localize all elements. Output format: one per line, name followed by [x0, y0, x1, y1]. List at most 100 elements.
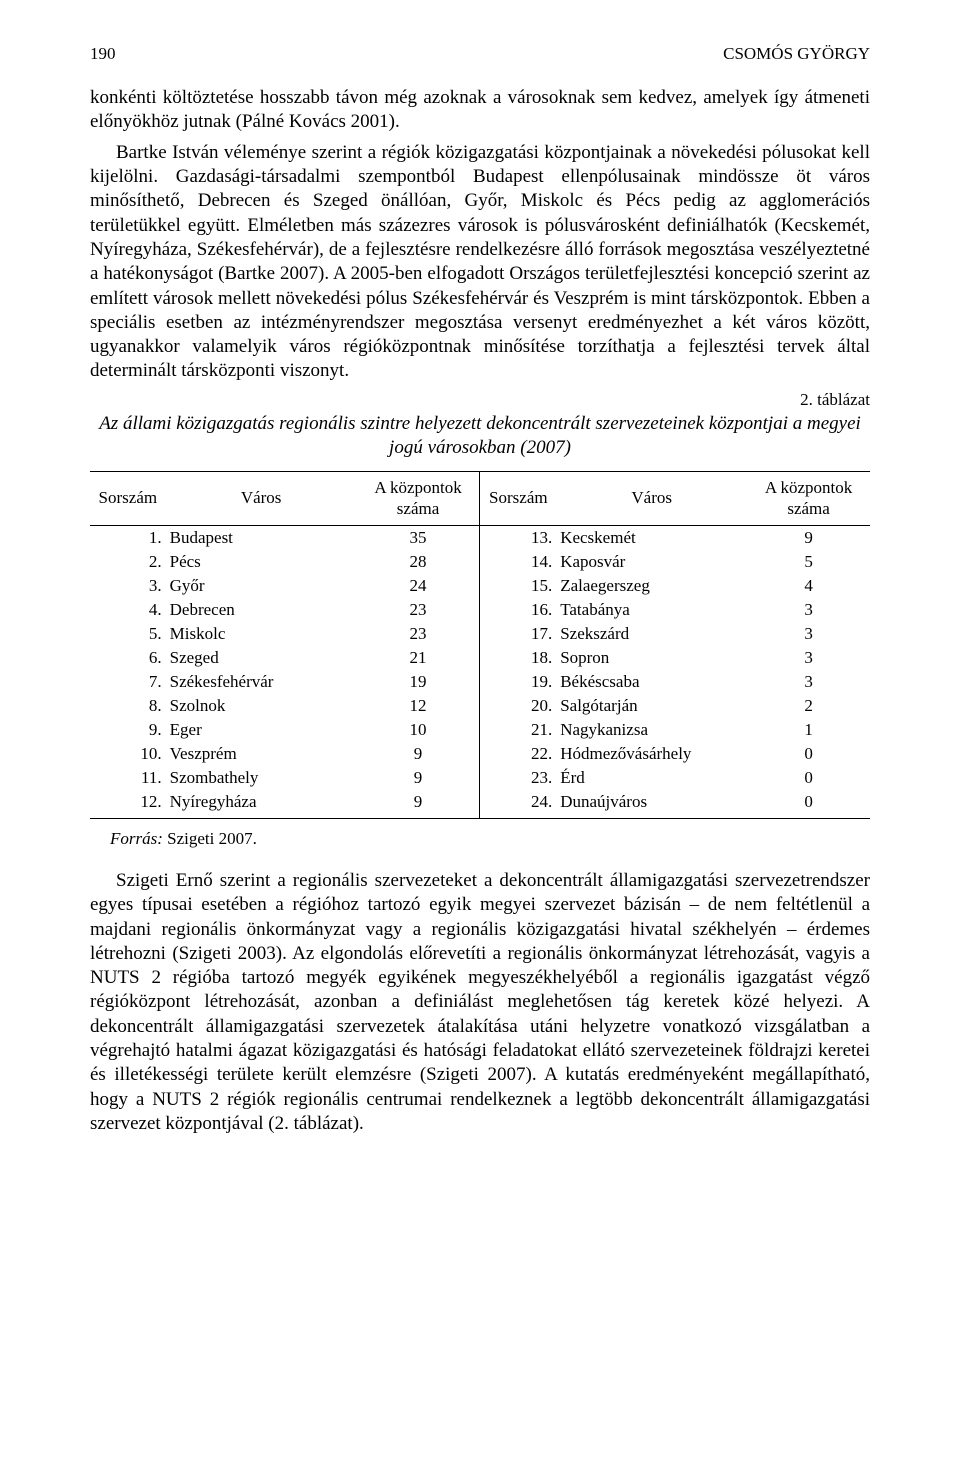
cell-num: 9	[747, 525, 870, 550]
cell-num: 9	[357, 742, 480, 766]
table-row: 4.Debrecen2316.Tatabánya3	[90, 598, 870, 622]
cell-sor: 18.	[480, 646, 556, 670]
cell-sor: 13.	[480, 525, 556, 550]
cell-sor: 10.	[90, 742, 166, 766]
cell-city: Budapest	[166, 525, 357, 550]
cell-city: Dunaújváros	[556, 790, 747, 819]
cell-city: Érd	[556, 766, 747, 790]
cell-sor: 8.	[90, 694, 166, 718]
table-caption: Az állami közigazgatás regionális szintr…	[90, 412, 870, 461]
cell-city: Székesfehérvár	[166, 670, 357, 694]
cell-num: 10	[357, 718, 480, 742]
cell-city: Kaposvár	[556, 550, 747, 574]
table-number: 2. táblázat	[90, 390, 870, 410]
cell-city: Zalaegerszeg	[556, 574, 747, 598]
cell-num: 3	[747, 622, 870, 646]
source-value: Szigeti 2007.	[163, 829, 257, 848]
cell-sor: 7.	[90, 670, 166, 694]
cell-city: Győr	[166, 574, 357, 598]
cell-num: 28	[357, 550, 480, 574]
cell-num: 3	[747, 646, 870, 670]
source-label: Forrás:	[110, 829, 163, 848]
cell-sor: 5.	[90, 622, 166, 646]
cell-sor: 23.	[480, 766, 556, 790]
table-row: 1.Budapest3513.Kecskemét9	[90, 525, 870, 550]
th-kozpont-1: A központok száma	[357, 472, 480, 526]
cell-sor: 19.	[480, 670, 556, 694]
cell-num: 2	[747, 694, 870, 718]
cell-city: Szekszárd	[556, 622, 747, 646]
cell-sor: 24.	[480, 790, 556, 819]
th-sorszam-1: Sorszám	[90, 472, 166, 526]
cell-num: 1	[747, 718, 870, 742]
cell-sor: 11.	[90, 766, 166, 790]
th-varos-2: Város	[556, 472, 747, 526]
cell-num: 5	[747, 550, 870, 574]
cell-num: 23	[357, 598, 480, 622]
table-row: 6.Szeged2118.Sopron3	[90, 646, 870, 670]
cell-sor: 4.	[90, 598, 166, 622]
table-row: 11.Szombathely923.Érd0	[90, 766, 870, 790]
cell-num: 12	[357, 694, 480, 718]
cell-sor: 20.	[480, 694, 556, 718]
paragraph-2: Bartke István véleménye szerint a régiók…	[90, 141, 870, 384]
cell-sor: 6.	[90, 646, 166, 670]
table-row: 3.Győr2415.Zalaegerszeg4	[90, 574, 870, 598]
table-row: 9.Eger1021.Nagykanizsa1	[90, 718, 870, 742]
cell-city: Veszprém	[166, 742, 357, 766]
cell-num: 0	[747, 766, 870, 790]
cell-city: Békéscsaba	[556, 670, 747, 694]
cell-city: Miskolc	[166, 622, 357, 646]
th-kozpont-2: A központok száma	[747, 472, 870, 526]
cell-sor: 9.	[90, 718, 166, 742]
page-number: 190	[90, 44, 116, 64]
cell-city: Tatabánya	[556, 598, 747, 622]
cell-city: Salgótarján	[556, 694, 747, 718]
cell-num: 3	[747, 598, 870, 622]
cell-city: Sopron	[556, 646, 747, 670]
th-varos-1: Város	[166, 472, 357, 526]
table-row: 7.Székesfehérvár1919.Békéscsaba3	[90, 670, 870, 694]
page-header: 190 CSOMÓS GYÖRGY	[90, 44, 870, 64]
table-row: 2.Pécs2814.Kaposvár5	[90, 550, 870, 574]
cell-city: Kecskemét	[556, 525, 747, 550]
cell-num: 3	[747, 670, 870, 694]
cell-num: 35	[357, 525, 480, 550]
running-head: CSOMÓS GYÖRGY	[723, 44, 870, 64]
cell-city: Debrecen	[166, 598, 357, 622]
cell-city: Hódmezővásárhely	[556, 742, 747, 766]
document-page: 190 CSOMÓS GYÖRGY konkénti költöztetése …	[0, 0, 960, 1196]
paragraph-3: Szigeti Ernő szerint a regionális szerve…	[90, 869, 870, 1136]
cell-sor: 21.	[480, 718, 556, 742]
cell-sor: 17.	[480, 622, 556, 646]
cell-num: 0	[747, 790, 870, 819]
cell-sor: 22.	[480, 742, 556, 766]
cell-sor: 15.	[480, 574, 556, 598]
cell-num: 9	[357, 790, 480, 819]
data-table: Sorszám Város A központok száma Sorszám …	[90, 471, 870, 819]
table-row: 12.Nyíregyháza924.Dunaújváros0	[90, 790, 870, 819]
th-sorszam-2: Sorszám	[480, 472, 556, 526]
cell-sor: 1.	[90, 525, 166, 550]
cell-num: 9	[357, 766, 480, 790]
cell-num: 23	[357, 622, 480, 646]
cell-city: Eger	[166, 718, 357, 742]
table-row: 10.Veszprém922.Hódmezővásárhely0	[90, 742, 870, 766]
cell-sor: 3.	[90, 574, 166, 598]
cell-city: Pécs	[166, 550, 357, 574]
cell-num: 24	[357, 574, 480, 598]
cell-num: 19	[357, 670, 480, 694]
cell-city: Szeged	[166, 646, 357, 670]
cell-num: 4	[747, 574, 870, 598]
table-source: Forrás: Szigeti 2007.	[90, 829, 870, 849]
cell-city: Nagykanizsa	[556, 718, 747, 742]
cell-city: Szolnok	[166, 694, 357, 718]
table-row: 8.Szolnok1220.Salgótarján2	[90, 694, 870, 718]
cell-num: 21	[357, 646, 480, 670]
paragraph-1: konkénti költöztetése hosszabb távon még…	[90, 86, 870, 135]
cell-sor: 12.	[90, 790, 166, 819]
cell-sor: 2.	[90, 550, 166, 574]
cell-num: 0	[747, 742, 870, 766]
table-header-row: Sorszám Város A központok száma Sorszám …	[90, 472, 870, 526]
cell-sor: 14.	[480, 550, 556, 574]
